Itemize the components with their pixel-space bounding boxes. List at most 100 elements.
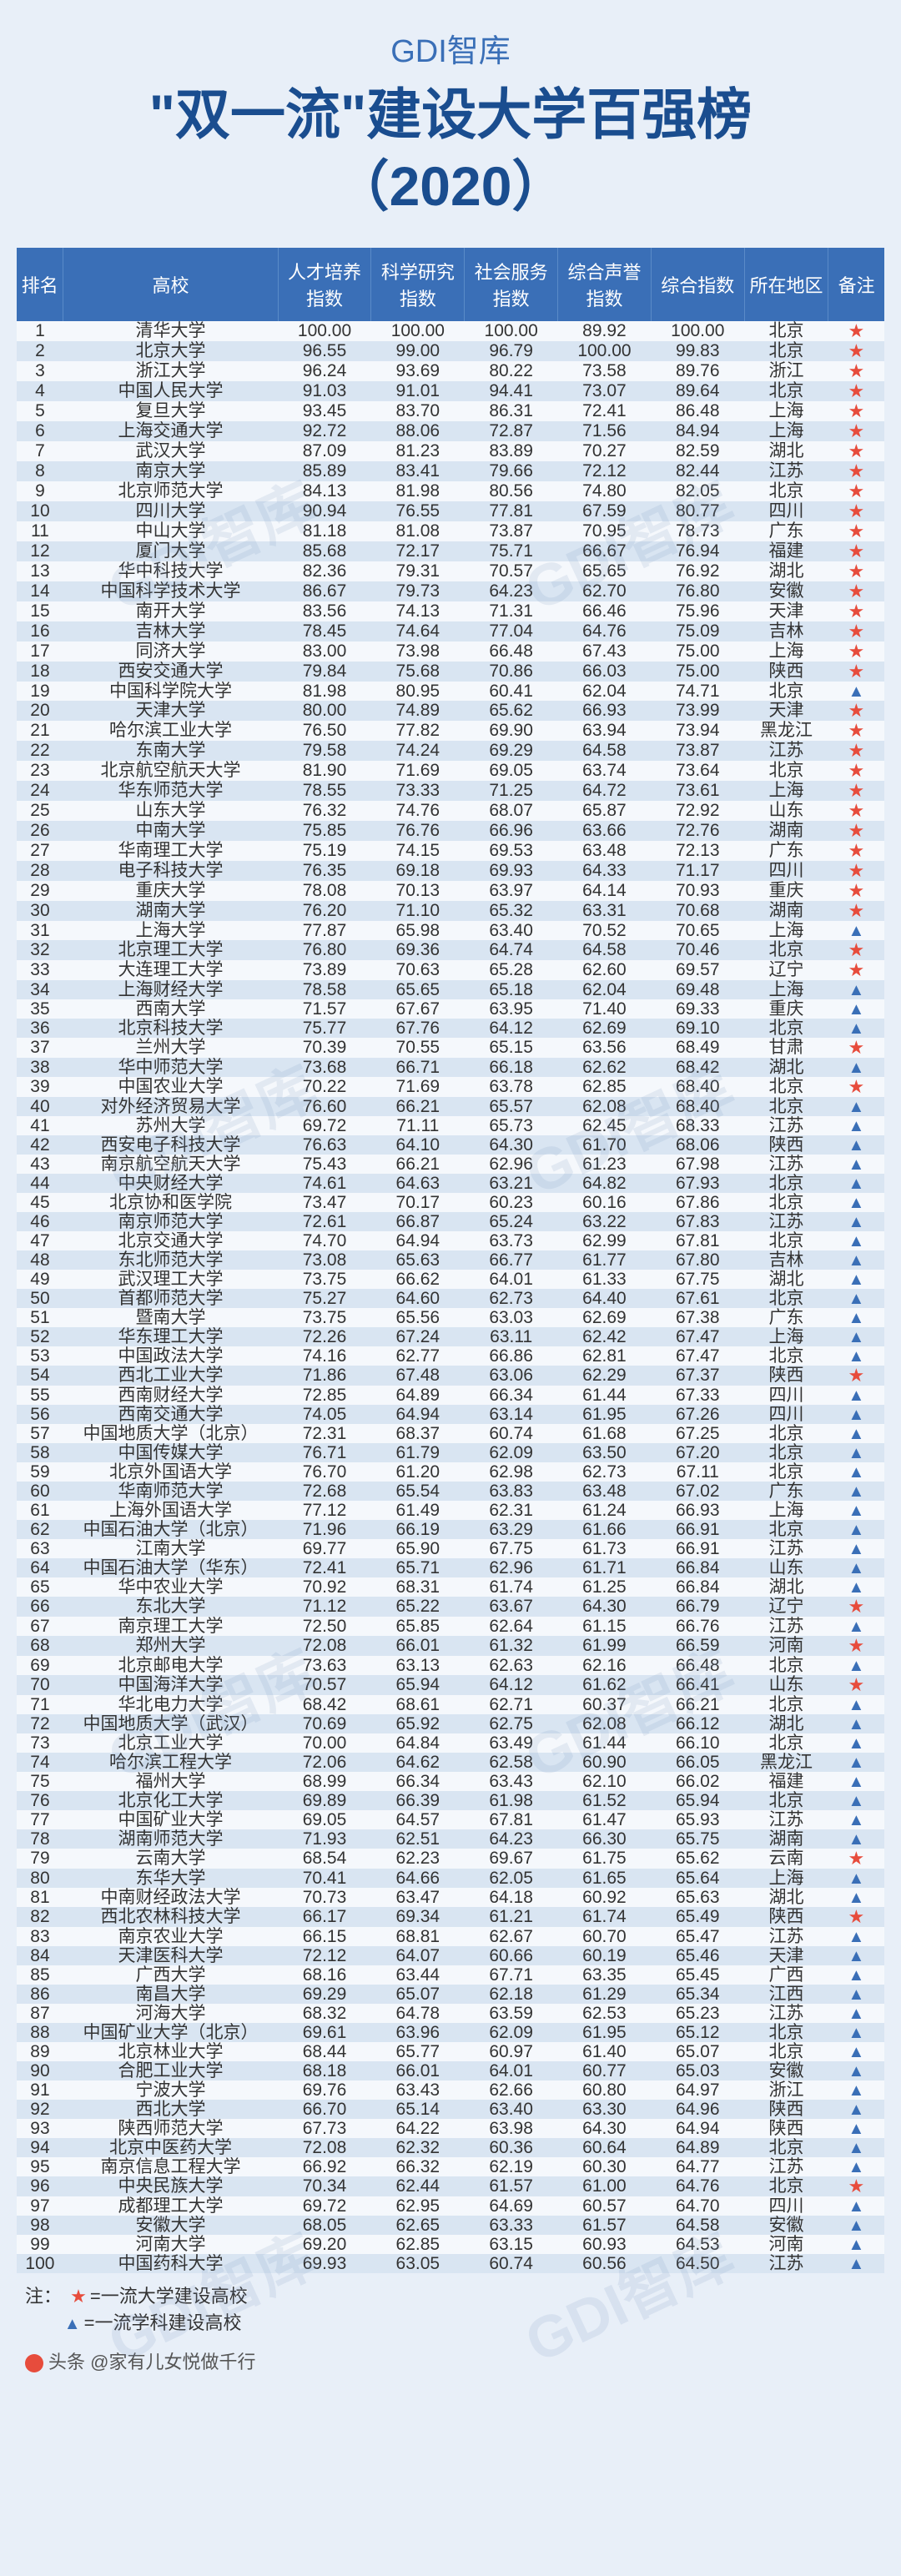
- note-cell: ▲: [828, 1656, 884, 1675]
- table-cell: 57: [17, 1424, 63, 1443]
- table-row: 42西安电子科技大学76.6364.1064.3061.7068.06陕西▲: [17, 1135, 884, 1155]
- table-cell: 南京师范大学: [63, 1212, 278, 1231]
- table-cell: 60.41: [465, 682, 558, 701]
- table-cell: 65.65: [558, 561, 652, 581]
- table-cell: 83.00: [278, 641, 371, 662]
- table-cell: 65.22: [371, 1597, 465, 1617]
- table-cell: 67.33: [651, 1386, 744, 1405]
- table-cell: 72.61: [278, 1212, 371, 1231]
- note-cell: ★: [828, 960, 884, 980]
- table-row: 54西北工业大学71.8667.4863.0662.2967.37陕西★: [17, 1366, 884, 1386]
- table-cell: 陕西: [744, 1366, 828, 1386]
- table-cell: 62.67: [465, 1927, 558, 1946]
- table-cell: 63.66: [558, 821, 652, 841]
- table-cell: 53: [17, 1346, 63, 1366]
- note-cell: ▲: [828, 1327, 884, 1346]
- table-cell: 70.55: [371, 1038, 465, 1058]
- table-cell: 69.61: [278, 2023, 371, 2042]
- table-cell: 64.58: [558, 741, 652, 761]
- table-cell: 78.58: [278, 980, 371, 999]
- table-cell: 64.58: [558, 940, 652, 960]
- table-cell: 65.63: [371, 1250, 465, 1270]
- table-cell: 江苏: [744, 1927, 828, 1946]
- table-cell: 63.03: [465, 1308, 558, 1327]
- table-cell: 62.85: [371, 2235, 465, 2254]
- note-cell: ▲: [828, 921, 884, 940]
- table-row: 70中国海洋大学70.5765.9464.1261.6266.41山东★: [17, 1675, 884, 1695]
- table-cell: 西北工业大学: [63, 1366, 278, 1386]
- star-icon: ★: [70, 2286, 87, 2307]
- table-cell: 43: [17, 1155, 63, 1174]
- table-cell: 35: [17, 999, 63, 1019]
- table-cell: 64.89: [371, 1386, 465, 1405]
- table-cell: 上海: [744, 980, 828, 999]
- table-cell: 湖南: [744, 1829, 828, 1849]
- table-cell: 75.00: [651, 641, 744, 662]
- table-cell: 82: [17, 1907, 63, 1927]
- table-cell: 南京信息工程大学: [63, 2157, 278, 2176]
- table-cell: 北京中医药大学: [63, 2138, 278, 2157]
- table-cell: 71.69: [371, 1077, 465, 1097]
- table-cell: 75: [17, 1772, 63, 1791]
- table-row: 17同济大学83.0073.9866.4867.4375.00上海★: [17, 641, 884, 662]
- table-cell: 66.46: [558, 601, 652, 621]
- table-cell: 65.92: [371, 1714, 465, 1733]
- table-cell: 67: [17, 1617, 63, 1636]
- table-cell: 65.15: [465, 1038, 558, 1058]
- table-cell: 81.08: [371, 521, 465, 541]
- table-cell: 60.92: [558, 1888, 652, 1907]
- table-cell: 安徽: [744, 2061, 828, 2080]
- table-cell: 江苏: [744, 741, 828, 761]
- table-row: 81中南财经政法大学70.7363.4764.1860.9265.63湖北▲: [17, 1888, 884, 1907]
- table-cell: 60.56: [558, 2254, 652, 2273]
- column-header: 科学研究指数: [371, 248, 465, 321]
- table-cell: 67.25: [651, 1424, 744, 1443]
- table-cell: 80: [17, 1869, 63, 1888]
- table-row: 100中国药科大学69.9363.0560.7460.5664.50江苏▲: [17, 2254, 884, 2273]
- table-cell: 69.76: [278, 2080, 371, 2100]
- table-cell: 山东: [744, 801, 828, 821]
- table-cell: 77.04: [465, 621, 558, 641]
- table-cell: 62: [17, 1520, 63, 1539]
- table-cell: 28: [17, 861, 63, 881]
- table-cell: 64.94: [371, 1405, 465, 1424]
- table-cell: 四川: [744, 1405, 828, 1424]
- table-cell: 江苏: [744, 2157, 828, 2176]
- table-cell: 北京: [744, 1791, 828, 1810]
- note-cell: ★: [828, 1597, 884, 1617]
- table-row: 39中国农业大学70.2271.6963.7862.8568.40北京★: [17, 1077, 884, 1097]
- note-cell: ★: [828, 2176, 884, 2196]
- table-cell: 84.13: [278, 481, 371, 501]
- table-cell: 合肥工业大学: [63, 2061, 278, 2080]
- table-cell: 64.58: [651, 2216, 744, 2235]
- table-cell: 北京: [744, 381, 828, 401]
- table-cell: 96.79: [465, 341, 558, 361]
- table-cell: 67.86: [651, 1193, 744, 1212]
- table-cell: 61.57: [465, 2176, 558, 2196]
- table-cell: 安徽: [744, 2216, 828, 2235]
- table-cell: 67.83: [651, 1212, 744, 1231]
- table-cell: 67.59: [558, 501, 652, 521]
- table-cell: 93.45: [278, 401, 371, 421]
- table-row: 26中南大学75.8576.7666.9663.6672.76湖南★: [17, 821, 884, 841]
- table-cell: 27: [17, 841, 63, 861]
- table-cell: 江苏: [744, 461, 828, 481]
- table-cell: 19: [17, 682, 63, 701]
- table-cell: 大连理工大学: [63, 960, 278, 980]
- table-cell: 70.69: [278, 1714, 371, 1733]
- table-cell: 71.93: [278, 1829, 371, 1849]
- table-cell: 76.32: [278, 801, 371, 821]
- table-cell: 西北农林科技大学: [63, 1907, 278, 1927]
- table-cell: 55: [17, 1386, 63, 1405]
- table-cell: 100.00: [371, 321, 465, 341]
- table-cell: 陕西: [744, 2100, 828, 2119]
- table-cell: 62.09: [465, 1443, 558, 1462]
- table-cell: 中国科学技术大学: [63, 581, 278, 601]
- table-cell: 69.29: [465, 741, 558, 761]
- table-row: 31上海大学77.8765.9863.4070.5270.65上海▲: [17, 921, 884, 940]
- table-cell: 中南大学: [63, 821, 278, 841]
- table-cell: 南昌大学: [63, 1985, 278, 2004]
- note-cell: ▲: [828, 1019, 884, 1038]
- table-cell: 100.00: [278, 321, 371, 341]
- table-cell: 中国药科大学: [63, 2254, 278, 2273]
